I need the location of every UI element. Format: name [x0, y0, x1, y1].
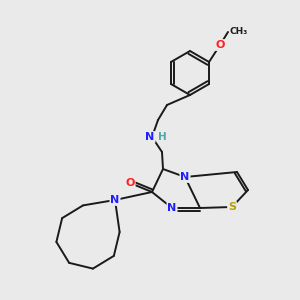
Text: N: N	[146, 132, 154, 142]
Text: H: H	[158, 132, 167, 142]
Text: CH₃: CH₃	[230, 28, 248, 37]
Text: N: N	[180, 172, 190, 182]
Text: N: N	[110, 195, 120, 205]
Text: S: S	[228, 202, 236, 212]
Text: O: O	[125, 178, 135, 188]
Text: N: N	[167, 203, 177, 213]
Text: O: O	[215, 40, 225, 50]
